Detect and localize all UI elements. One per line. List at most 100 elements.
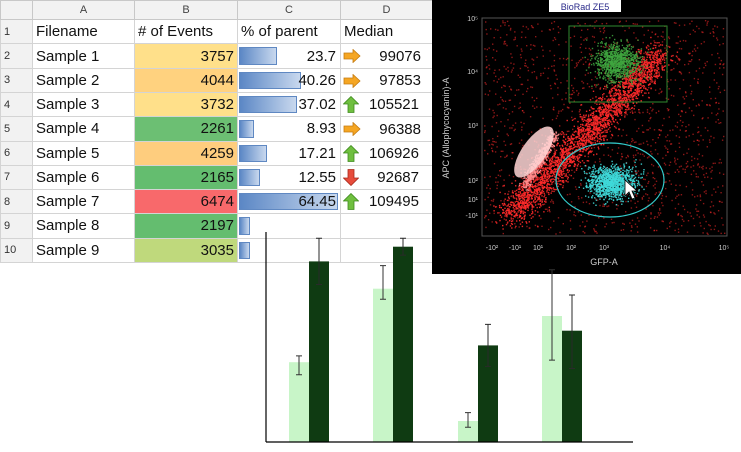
event-dot <box>534 170 536 173</box>
cell-median[interactable]: 105521 <box>340 92 433 118</box>
row-header[interactable]: 9 <box>0 213 33 239</box>
event-dot <box>635 95 637 98</box>
event-dot <box>485 215 487 217</box>
event-dot <box>486 73 488 75</box>
cell-events[interactable]: 4044 <box>134 67 238 94</box>
flow-plot-canvas[interactable]: BioRad ZE5 GFP-A APC (Allophycocyanin)-A… <box>432 0 741 274</box>
cell-percent[interactable]: 23.7 <box>237 43 341 69</box>
event-dot <box>599 158 601 160</box>
event-dot <box>499 219 501 222</box>
cell-percent[interactable]: 64.45 <box>237 189 341 215</box>
spreadsheet-grid[interactable]: A B C D 1 Filename # of Events % of pare… <box>0 0 433 264</box>
cell-filename[interactable]: Sample 7 <box>32 189 135 215</box>
cell-filename[interactable]: Sample 3 <box>32 92 135 118</box>
cell-filename[interactable]: Sample 9 <box>32 237 135 264</box>
row-header[interactable]: 4 <box>0 92 33 118</box>
event-dot <box>497 29 499 31</box>
cell-events[interactable]: 3732 <box>134 92 238 118</box>
cell-median[interactable]: 92687 <box>340 164 433 191</box>
column-header-a[interactable]: A <box>32 0 135 21</box>
event-dot <box>582 150 584 153</box>
event-dot <box>643 66 645 68</box>
median-value: 105521 <box>368 96 419 114</box>
event-dot <box>549 84 552 87</box>
event-dot <box>659 212 662 214</box>
cell-median[interactable] <box>340 237 433 264</box>
event-dot <box>541 192 543 194</box>
row-header[interactable]: 3 <box>0 67 33 94</box>
event-dot <box>546 185 548 188</box>
flow-cytometry-plot[interactable]: BioRad ZE5 GFP-A APC (Allophycocyanin)-A… <box>432 0 741 274</box>
cell-filename[interactable]: Sample 2 <box>32 67 135 94</box>
cell-events[interactable]: 4259 <box>134 140 238 166</box>
column-header-d[interactable]: D <box>340 0 433 21</box>
event-dot <box>638 143 640 145</box>
header-cell-percent[interactable]: % of parent <box>237 19 341 45</box>
event-dot <box>572 118 575 121</box>
event-dot <box>549 151 551 153</box>
event-dot <box>621 108 623 110</box>
cell-percent[interactable]: 12.55 <box>237 164 341 191</box>
event-dot <box>613 47 615 49</box>
event-dot <box>559 180 562 182</box>
cell-events[interactable]: 3757 <box>134 43 238 69</box>
cell-median[interactable]: 96388 <box>340 116 433 142</box>
event-dot <box>721 217 723 219</box>
cell-percent[interactable] <box>237 237 341 264</box>
cell-events[interactable]: 6474 <box>134 189 238 215</box>
header-cell-filename[interactable]: Filename <box>32 19 135 45</box>
column-header-b[interactable]: B <box>134 0 238 21</box>
event-dot <box>550 201 552 203</box>
row-header[interactable]: 10 <box>0 237 33 264</box>
event-dot <box>585 114 587 116</box>
cell-percent[interactable]: 8.93 <box>237 116 341 142</box>
cell-filename[interactable]: Sample 1 <box>32 43 135 69</box>
cell-percent[interactable]: 37.02 <box>237 92 341 118</box>
row-header[interactable]: 5 <box>0 116 33 142</box>
select-all-corner[interactable] <box>0 0 33 21</box>
event-dot <box>619 61 621 63</box>
event-dot <box>489 204 492 206</box>
cell-events[interactable]: 2197 <box>134 213 238 239</box>
event-dot <box>596 130 599 132</box>
event-dot <box>542 186 544 189</box>
row-header[interactable]: 2 <box>0 43 33 69</box>
event-dot <box>538 168 540 170</box>
cell-percent[interactable]: 17.21 <box>237 140 341 166</box>
row-header[interactable]: 7 <box>0 164 33 191</box>
cell-filename[interactable]: Sample 4 <box>32 116 135 142</box>
cell-filename[interactable]: Sample 8 <box>32 213 135 239</box>
cell-median[interactable]: 99076 <box>340 43 433 69</box>
cell-filename[interactable]: Sample 6 <box>32 164 135 191</box>
event-dot <box>612 100 614 102</box>
cell-events[interactable]: 2165 <box>134 164 238 191</box>
event-dot <box>513 63 515 65</box>
event-dot <box>528 175 530 177</box>
header-cell-median[interactable]: Median <box>340 19 433 45</box>
cell-filename[interactable]: Sample 5 <box>32 140 135 166</box>
event-dot <box>562 165 565 167</box>
row-header[interactable]: 6 <box>0 140 33 166</box>
event-dot <box>643 73 645 75</box>
cell-events[interactable]: 3035 <box>134 237 238 264</box>
event-dot <box>587 130 589 132</box>
column-header-c[interactable]: C <box>237 0 341 21</box>
event-dot <box>553 190 555 193</box>
event-dot <box>493 141 496 143</box>
event-dot <box>709 225 711 227</box>
cell-percent[interactable]: 40.26 <box>237 67 341 94</box>
event-dot <box>605 88 607 90</box>
cell-events[interactable]: 2261 <box>134 116 238 142</box>
event-dot <box>591 107 594 110</box>
event-dot <box>608 82 611 85</box>
event-dot <box>606 116 609 118</box>
cell-median[interactable]: 106926 <box>340 140 433 166</box>
header-cell-events[interactable]: # of Events <box>134 19 238 45</box>
row-header[interactable]: 8 <box>0 189 33 215</box>
event-dot <box>636 97 639 100</box>
cell-median[interactable]: 97853 <box>340 67 433 94</box>
cell-median[interactable]: 109495 <box>340 189 433 215</box>
row-header[interactable]: 1 <box>0 19 33 45</box>
event-dot <box>488 68 491 70</box>
event-dot <box>698 27 700 30</box>
